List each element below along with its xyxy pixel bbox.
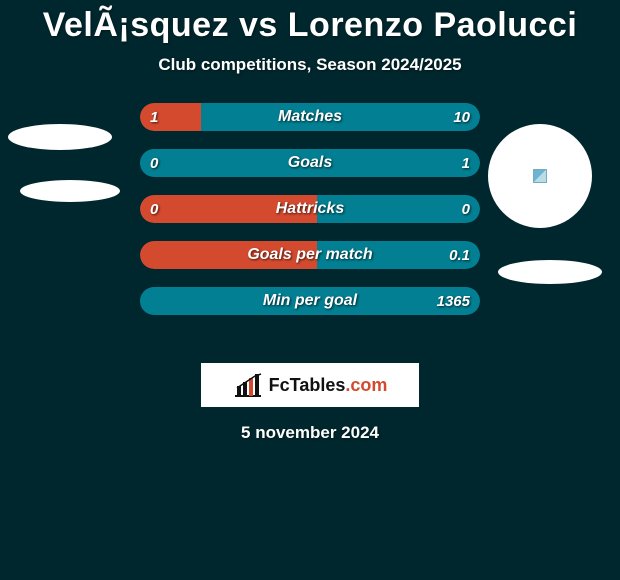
date-line: 5 november 2024 (0, 423, 620, 443)
stats-bars: 110Matches 01Goals 00Hattricks 0.1Goals per… (140, 103, 480, 333)
stat-label: Hattricks (140, 195, 480, 223)
logo-brand-suffix: .com (345, 375, 387, 395)
stat-label: Goals per match (140, 241, 480, 269)
logo-text: FcTables.com (269, 375, 388, 396)
logo-box: FcTables.com (201, 363, 419, 407)
logo-chart-icon (233, 372, 263, 398)
stat-row: 1365Min per goal (140, 287, 480, 315)
stat-label: Matches (140, 103, 480, 131)
logo-brand-right: Tables (290, 375, 346, 395)
stat-label: Goals (140, 149, 480, 177)
stat-row: 01Goals (140, 149, 480, 177)
stat-row: 110Matches (140, 103, 480, 131)
logo-brand-left: Fc (269, 375, 290, 395)
page-title: VelÃ¡squez vs Lorenzo Paolucci (0, 0, 620, 45)
stat-row: 00Hattricks (140, 195, 480, 223)
stat-row: 0.1Goals per match (140, 241, 480, 269)
stat-label: Min per goal (140, 287, 480, 315)
stats-arena: 110Matches 01Goals 00Hattricks 0.1Goals per… (0, 103, 620, 343)
page-subtitle: Club competitions, Season 2024/2025 (0, 55, 620, 75)
